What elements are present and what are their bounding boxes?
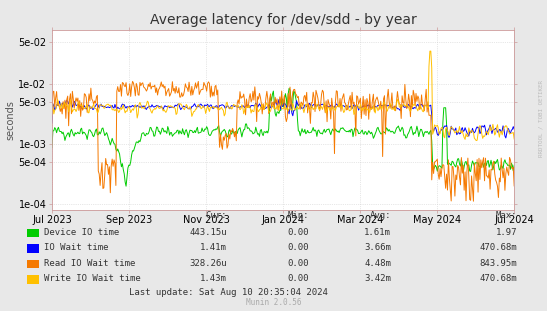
- Y-axis label: seconds: seconds: [5, 100, 15, 140]
- Text: 328.26u: 328.26u: [189, 259, 227, 268]
- Text: 1.43m: 1.43m: [200, 275, 227, 283]
- Text: 0.00: 0.00: [288, 275, 309, 283]
- Text: 0.00: 0.00: [288, 228, 309, 237]
- Text: 470.68m: 470.68m: [479, 275, 517, 283]
- Text: Device IO time: Device IO time: [44, 228, 119, 237]
- Text: 3.42m: 3.42m: [364, 275, 391, 283]
- Text: Write IO Wait time: Write IO Wait time: [44, 275, 141, 283]
- Text: Max:: Max:: [496, 211, 517, 220]
- Text: 4.48m: 4.48m: [364, 259, 391, 268]
- Text: 0.00: 0.00: [288, 259, 309, 268]
- Text: 1.97: 1.97: [496, 228, 517, 237]
- Text: 1.41m: 1.41m: [200, 244, 227, 252]
- Text: 443.15u: 443.15u: [189, 228, 227, 237]
- Text: Min:: Min:: [288, 211, 309, 220]
- Text: RRDTOOL / TOBI OETIKER: RRDTOOL / TOBI OETIKER: [538, 80, 543, 157]
- Text: 3.66m: 3.66m: [364, 244, 391, 252]
- Text: Avg:: Avg:: [370, 211, 391, 220]
- Text: 1.61m: 1.61m: [364, 228, 391, 237]
- Text: Read IO Wait time: Read IO Wait time: [44, 259, 135, 268]
- Text: 470.68m: 470.68m: [479, 244, 517, 252]
- Text: Cur:: Cur:: [206, 211, 227, 220]
- Title: Average latency for /dev/sdd - by year: Average latency for /dev/sdd - by year: [150, 13, 416, 27]
- Text: IO Wait time: IO Wait time: [44, 244, 108, 252]
- Text: Last update: Sat Aug 10 20:35:04 2024: Last update: Sat Aug 10 20:35:04 2024: [129, 288, 328, 297]
- Text: 843.95m: 843.95m: [479, 259, 517, 268]
- Text: 0.00: 0.00: [288, 244, 309, 252]
- Text: Munin 2.0.56: Munin 2.0.56: [246, 298, 301, 307]
